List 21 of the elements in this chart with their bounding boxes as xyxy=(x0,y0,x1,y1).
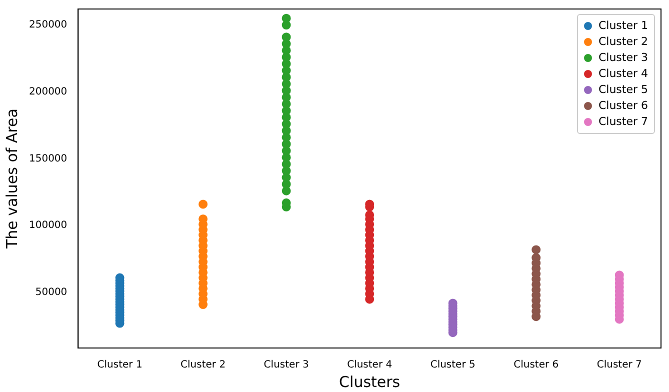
legend-label: Cluster 1 xyxy=(598,18,648,34)
y-tick-label: 200000 xyxy=(28,86,68,98)
y-tick-label: 50000 xyxy=(35,287,68,298)
x-tick-label: Cluster 2 xyxy=(180,360,226,371)
x-tick-label: Cluster 3 xyxy=(264,360,309,371)
legend-label: Cluster 6 xyxy=(598,98,648,114)
x-tick-label: Cluster 7 xyxy=(596,360,642,371)
legend-label: Cluster 7 xyxy=(598,114,648,130)
legend-label: Cluster 3 xyxy=(598,50,648,66)
y-tick-label: 100000 xyxy=(28,220,68,232)
y-tick-label: 250000 xyxy=(28,20,68,31)
y-tick-label: 150000 xyxy=(28,153,68,164)
y-axis-title: The values of Area xyxy=(2,108,21,250)
x-tick-label: Cluster 4 xyxy=(347,360,392,371)
legend-label: Cluster 5 xyxy=(598,82,648,98)
x-tick-label: Cluster 5 xyxy=(430,360,476,371)
legend-label: Cluster 4 xyxy=(598,66,648,82)
x-tick-label: Cluster 6 xyxy=(514,360,559,371)
x-tick-label: Cluster 1 xyxy=(97,360,142,371)
legend-label: Cluster 2 xyxy=(598,34,648,50)
x-axis-title: Clusters xyxy=(339,372,400,391)
